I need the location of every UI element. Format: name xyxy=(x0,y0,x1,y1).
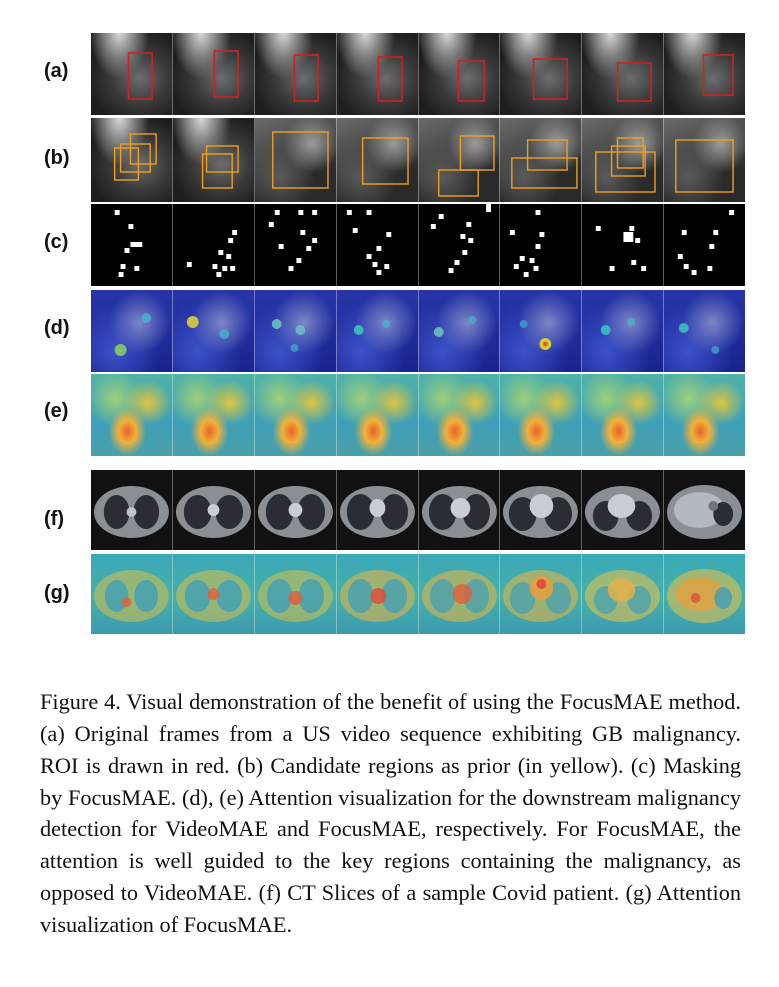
frame xyxy=(582,374,665,456)
row-label-c: (c) xyxy=(44,231,69,253)
frame xyxy=(254,204,337,286)
frame xyxy=(664,290,745,372)
frame xyxy=(172,554,255,634)
row-label-a: (a) xyxy=(44,60,69,82)
frame xyxy=(172,290,255,372)
frame xyxy=(336,204,419,286)
frame xyxy=(336,118,419,202)
frame xyxy=(336,554,419,634)
strip-d-videomae-attention xyxy=(91,290,745,372)
frame xyxy=(582,118,665,202)
frame xyxy=(418,554,501,634)
frame xyxy=(254,374,337,456)
frame xyxy=(254,470,337,550)
strip-c-masking xyxy=(91,204,745,286)
frame xyxy=(582,204,665,286)
frame xyxy=(336,470,419,550)
figure-4: (a) (b) (c) (d) xyxy=(44,33,745,634)
strip-b-candidate-regions xyxy=(91,118,745,202)
frame xyxy=(664,374,745,456)
frame xyxy=(336,33,419,115)
frame xyxy=(336,374,419,456)
row-label-e: (e) xyxy=(44,400,69,422)
frame xyxy=(418,204,501,286)
frame xyxy=(500,290,583,372)
frame xyxy=(336,290,419,372)
frame xyxy=(418,33,501,115)
frame xyxy=(172,374,255,456)
frame xyxy=(91,290,173,372)
frame xyxy=(91,33,173,115)
figure-caption: Figure 4. Visual demonstration of the be… xyxy=(40,689,741,937)
frame xyxy=(172,33,255,115)
frame xyxy=(172,118,255,202)
frame xyxy=(254,290,337,372)
frame xyxy=(664,554,745,634)
row-label-b: (b) xyxy=(44,147,70,169)
frame xyxy=(582,554,665,634)
frame xyxy=(664,118,745,202)
frame xyxy=(172,204,255,286)
frame xyxy=(664,33,745,115)
frame xyxy=(91,204,173,286)
frame xyxy=(91,470,173,550)
frame xyxy=(500,374,583,456)
row-label-g: (g) xyxy=(44,582,70,604)
frame xyxy=(254,33,337,115)
frame xyxy=(582,33,665,115)
frame xyxy=(91,118,173,202)
frame xyxy=(500,470,583,550)
frame xyxy=(254,554,337,634)
frame xyxy=(418,118,501,202)
frame xyxy=(418,470,501,550)
strip-f-ct-slices xyxy=(91,470,745,550)
strip-g-ct-attention xyxy=(91,554,745,634)
frame xyxy=(254,118,337,202)
frame xyxy=(664,470,745,550)
frame xyxy=(172,470,255,550)
row-label-f: (f) xyxy=(44,508,64,530)
strip-e-focusmae-attention xyxy=(91,374,745,456)
frame xyxy=(91,374,173,456)
frame xyxy=(418,290,501,372)
row-label-d: (d) xyxy=(44,317,70,339)
strip-a-original-frames xyxy=(91,33,745,115)
frame xyxy=(91,554,173,634)
frame xyxy=(418,374,501,456)
frame xyxy=(500,118,583,202)
frame xyxy=(664,204,745,286)
frame xyxy=(500,33,583,115)
frame xyxy=(500,204,583,286)
frame xyxy=(582,470,665,550)
frame xyxy=(500,554,583,634)
frame xyxy=(582,290,665,372)
